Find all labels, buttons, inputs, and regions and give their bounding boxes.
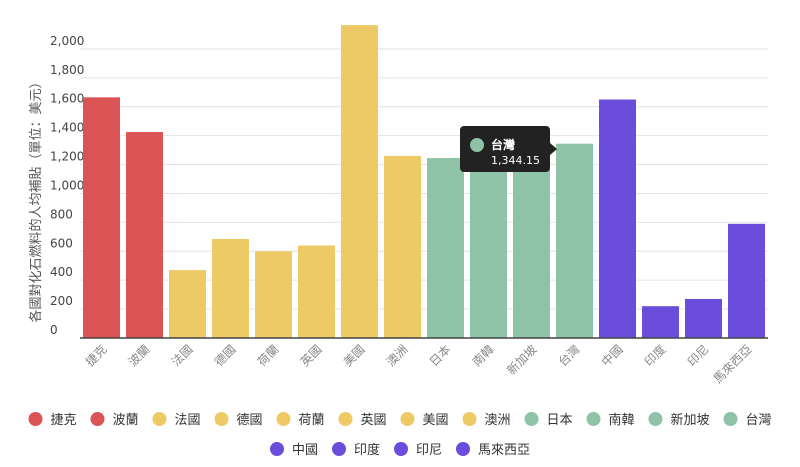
- bar-美國[interactable]: [341, 25, 378, 339]
- legend-marker: [400, 412, 415, 426]
- bar-印尼[interactable]: [685, 298, 722, 338]
- legend-label[interactable]: 德國: [237, 413, 263, 428]
- legend-marker: [338, 412, 353, 426]
- x-tick-label: 美國: [341, 342, 368, 369]
- x-tick-label: 法國: [169, 342, 196, 369]
- bar-德國[interactable]: [212, 238, 249, 338]
- bar-馬來西亞[interactable]: [728, 223, 765, 338]
- y-tick-label: 1,600: [50, 92, 84, 106]
- bar-荷蘭[interactable]: [255, 251, 292, 338]
- x-tick-label: 捷克: [83, 342, 110, 369]
- bar-南韓[interactable]: [470, 157, 507, 338]
- legend-label[interactable]: 法國: [175, 413, 201, 428]
- x-tick-label: 荷蘭: [255, 342, 282, 369]
- y-tick-label: 400: [50, 265, 73, 279]
- legend-label[interactable]: 印度: [354, 442, 380, 458]
- x-tick-label: 日本: [427, 342, 454, 369]
- legend-marker: [462, 412, 477, 426]
- x-tick-label: 中國: [598, 342, 626, 370]
- legend-label[interactable]: 荷蘭: [299, 412, 325, 428]
- x-tick-label: 台灣: [555, 342, 583, 370]
- bar-法國[interactable]: [169, 270, 206, 338]
- legend-label[interactable]: 美國: [423, 413, 449, 428]
- y-tick-label: 200: [50, 294, 73, 308]
- x-tick-label: 英國: [298, 342, 325, 369]
- legend-marker: [332, 442, 346, 456]
- x-tick-label: 南韓: [469, 342, 497, 370]
- legend-marker: [214, 412, 229, 426]
- x-tick-label: 印尼: [685, 342, 712, 369]
- tooltip: 台灣 1,344.15: [460, 126, 558, 172]
- tooltip-arrow: [550, 143, 558, 155]
- legend-label[interactable]: 馬來西亞: [478, 443, 530, 458]
- x-axis-labels: 捷克 波蘭 法國 德國 荷蘭 英國 美國 澳洲 日本 南韓 新加坡 台灣 中國 印度 印尼 馬來西亞: [83, 342, 755, 387]
- legend-marker: [524, 412, 539, 426]
- bar-日本[interactable]: [427, 158, 464, 338]
- legend-marker: [28, 412, 43, 426]
- legend-marker: [723, 412, 738, 426]
- bar-台灣[interactable]: [556, 143, 593, 338]
- y-tick-label: 1,200: [50, 150, 84, 164]
- y-tick-label: 1,400: [50, 121, 84, 135]
- y-tick-label: 1,000: [50, 178, 84, 192]
- tooltip-category: 台灣: [491, 137, 515, 152]
- tooltip-background: [460, 126, 551, 172]
- x-tick-label: 澳洲: [384, 342, 411, 369]
- legend-marker: [276, 412, 291, 426]
- legend-marker: [648, 412, 663, 426]
- y-tick-label: 600: [50, 236, 73, 250]
- y-axis-label: 各國對化石燃料的人均補貼（單位：美元）: [28, 75, 44, 322]
- bar-英國[interactable]: [298, 245, 335, 338]
- legend-label[interactable]: 英國: [361, 413, 387, 428]
- x-tick-label: 印度: [641, 342, 669, 370]
- legend-marker: [270, 442, 284, 456]
- legend-label[interactable]: 印尼: [416, 443, 442, 458]
- tooltip-value: 1,344.15: [491, 154, 540, 167]
- legend-marker: [456, 442, 470, 456]
- y-axis-ticks: 0 200 400 600 800 1,000 1,200 1,400 1,600 1,800 2,…: [50, 34, 84, 337]
- y-tick-label: 1,800: [50, 63, 84, 77]
- bar-印度[interactable]: [642, 306, 679, 338]
- y-tick-label: 2,000: [50, 34, 84, 48]
- tooltip-color-dot: [470, 138, 485, 152]
- legend-label[interactable]: 中國: [292, 443, 318, 458]
- bars: [83, 25, 765, 339]
- x-tick-label: 德國: [211, 342, 239, 370]
- legend-label[interactable]: 波蘭: [113, 412, 139, 428]
- legend-label[interactable]: 台灣: [746, 413, 772, 428]
- legend-marker: [90, 412, 105, 426]
- y-tick-label: 0: [50, 323, 58, 337]
- bar-澳洲[interactable]: [384, 155, 421, 338]
- x-tick-label: 馬來西亞: [711, 342, 755, 386]
- legend-label[interactable]: 南韓: [609, 412, 635, 428]
- legend-marker: [394, 442, 408, 456]
- legend-label[interactable]: 日本: [547, 413, 573, 428]
- legend-marker: [152, 412, 167, 426]
- legend-label[interactable]: 捷克: [51, 413, 77, 428]
- bar-捷克[interactable]: [83, 97, 120, 338]
- x-tick-label: 波蘭: [126, 342, 153, 369]
- legend-label[interactable]: 新加坡: [671, 412, 710, 428]
- bar-新加坡[interactable]: [513, 157, 550, 338]
- legend-marker: [586, 412, 601, 426]
- legend-label[interactable]: 澳洲: [485, 412, 511, 428]
- bar-中國[interactable]: [599, 99, 636, 339]
- x-tick-label: 新加坡: [504, 342, 540, 378]
- bar-波蘭[interactable]: [126, 132, 163, 338]
- y-tick-label: 800: [50, 207, 73, 221]
